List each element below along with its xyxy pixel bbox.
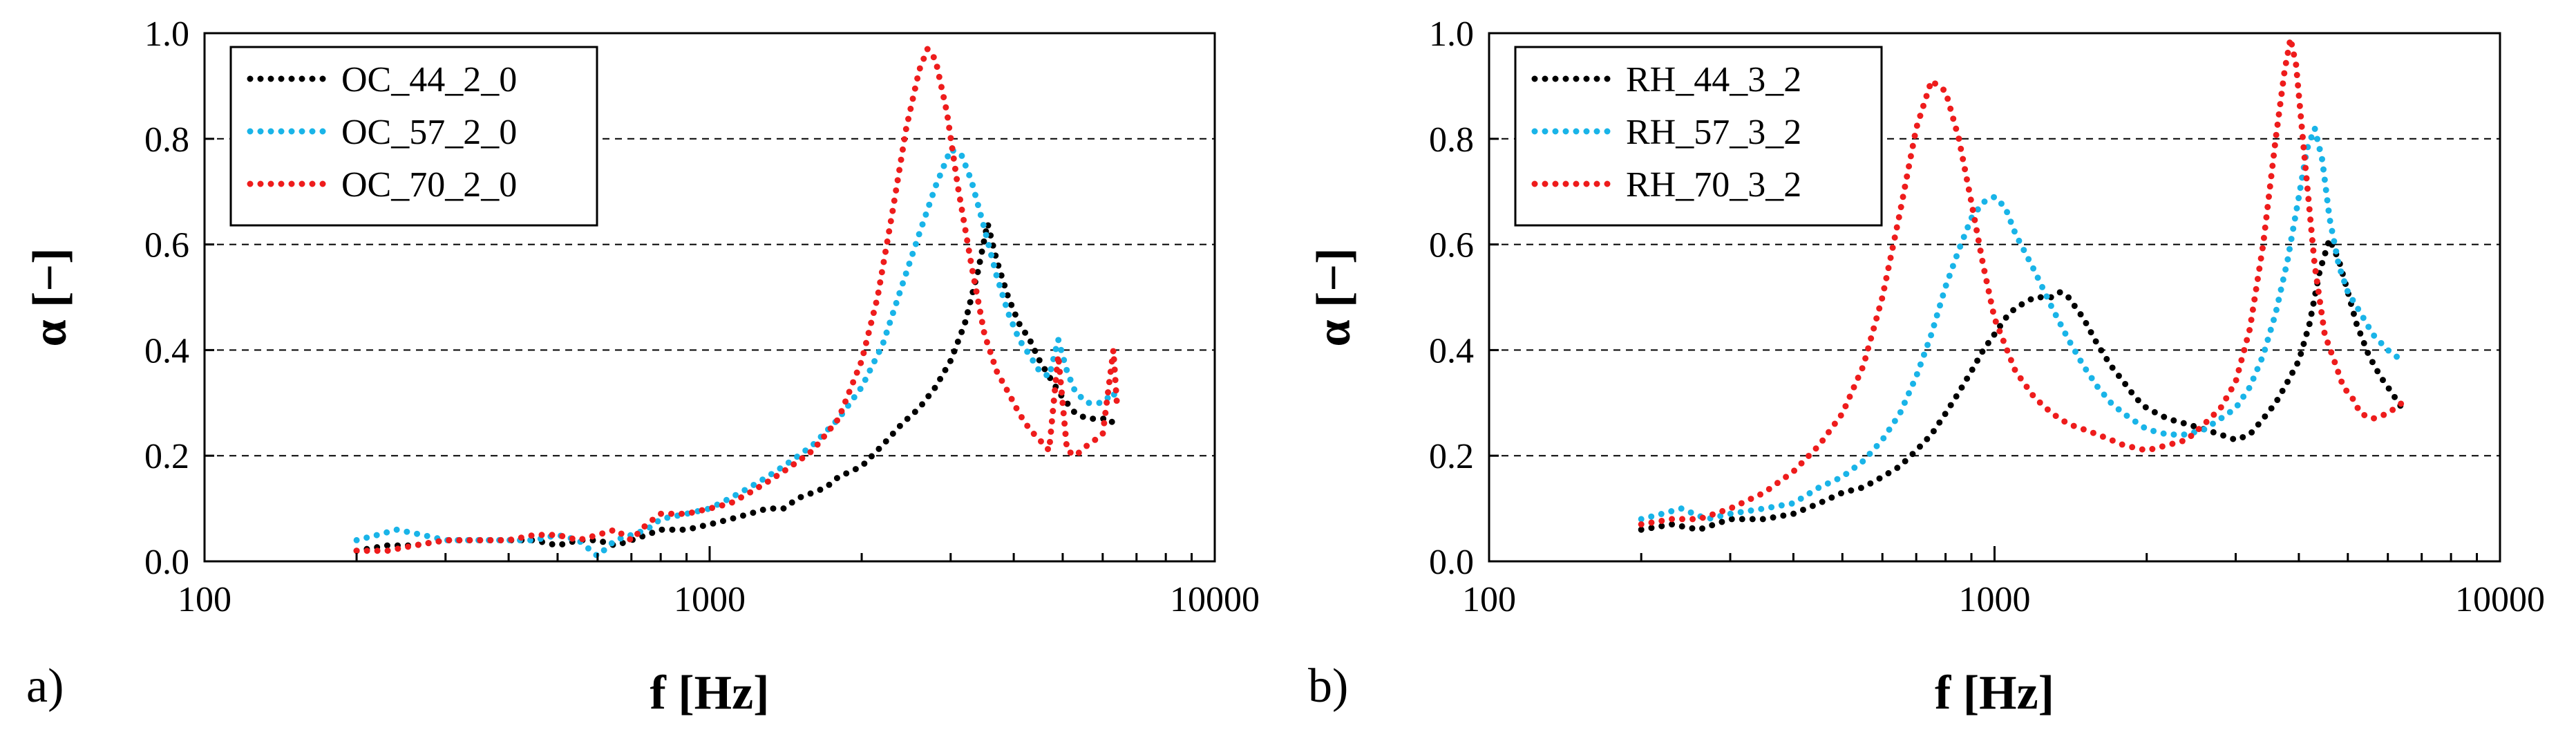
chart-b-legend-entry: RH_57_3_2 (1626, 113, 1801, 152)
chart-a-ylabel: α [−] (23, 247, 77, 346)
chart-b-y-tick-label: 0.6 (1429, 226, 1474, 265)
chart-b-x-tick-label: 100 (1462, 580, 1516, 619)
chart-b-series (1638, 35, 2405, 533)
chart-b-tick-labels: 100 1000 10000 0.0 0.2 0.4 0.6 0.8 1.0 (1429, 15, 2545, 619)
chart-b-y-tick-label: 0.4 (1429, 331, 1474, 371)
chart-a-y-tick-label: 0.4 (144, 331, 189, 371)
chart-b-legend-entry: RH_70_3_2 (1626, 165, 1801, 205)
chart-a-legend-entry: OC_70_2_0 (341, 165, 517, 205)
chart-a-y-tick-label: 0.2 (144, 437, 189, 476)
chart-b-xlabel: f [Hz] (1935, 666, 2054, 720)
chart-a: 100 1000 10000 0.0 0.2 0.4 0.6 0.8 1.0 f [Hz] α … (23, 15, 1260, 720)
chart-b-legend: RH_44_3_2 RH_57_3_2 RH_70_3_2 (1514, 46, 1883, 227)
chart-b: 100 1000 10000 0.0 0.2 0.4 0.6 0.8 1.0 f [Hz] α … (1307, 15, 2545, 720)
chart-b-series-RH_57_3_2 (1638, 125, 2405, 523)
chart-a-y-tick-label: 1.0 (144, 15, 189, 54)
chart-a-series-OC_70_2_0 (353, 46, 1120, 554)
chart-a-legend-entry: OC_44_2_0 (341, 60, 517, 100)
chart-b-ylabel: α [−] (1307, 247, 1361, 346)
chart-a-x-tick-label: 1000 (674, 580, 746, 619)
chart-b-panel-label: b) (1308, 660, 1348, 713)
chart-b-y-tick-label: 0.2 (1429, 437, 1474, 476)
chart-b-x-tick-label: 1000 (1959, 580, 2031, 619)
chart-a-series-OC_57_2_0 (353, 146, 1120, 559)
chart-b-y-tick-label: 0.0 (1429, 543, 1474, 582)
chart-a-legend-entry: OC_57_2_0 (341, 113, 517, 152)
chart-b-series-RH_70_3_2 (1638, 35, 2405, 527)
chart-a-y-tick-label: 0.8 (144, 120, 189, 160)
chart-a-y-tick-label: 0.0 (144, 543, 189, 582)
chart-b-series-RH_44_3_2 (1638, 236, 2405, 533)
chart-a-x-tick-label: 100 (178, 580, 231, 619)
chart-a-ticks (203, 32, 1216, 563)
chart-a-x-tick-label: 10000 (1170, 580, 1260, 619)
chart-b-y-tick-label: 0.8 (1429, 120, 1474, 160)
chart-a-xlabel: f [Hz] (650, 666, 770, 720)
chart-a-y-tick-label: 0.6 (144, 226, 189, 265)
chart-b-y-tick-label: 1.0 (1429, 15, 1474, 54)
chart-a-panel-label: a) (26, 660, 64, 713)
chart-b-ticks (1488, 32, 2501, 563)
chart-b-x-tick-label: 10000 (2455, 580, 2545, 619)
chart-a-series-OC_44_2_0 (353, 220, 1120, 554)
chart-a-series (353, 46, 1120, 559)
chart-b-legend-entry: RH_44_3_2 (1626, 60, 1801, 100)
chart-a-tick-labels: 100 1000 10000 0.0 0.2 0.4 0.6 0.8 1.0 (144, 15, 1260, 619)
chart-a-legend: OC_44_2_0 OC_57_2_0 OC_70_2_0 (229, 46, 598, 227)
